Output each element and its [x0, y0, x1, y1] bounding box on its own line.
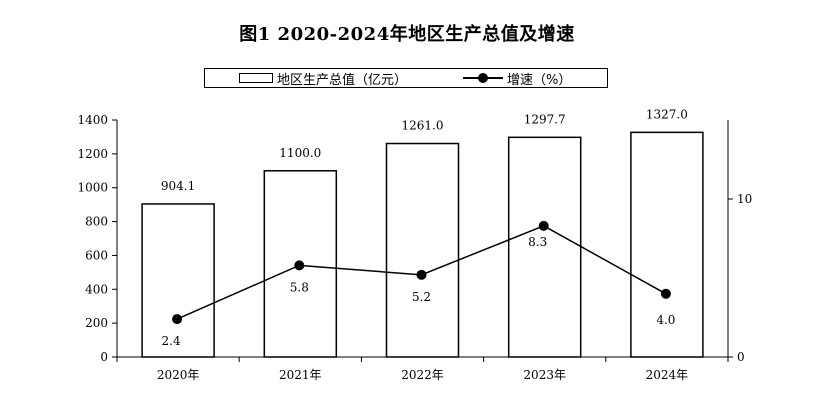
- chart-title: 图1 2020-2024年地区生产总值及增速: [239, 24, 575, 45]
- labels-group: 904.1 1100.0 1261.0 1297.7 1327.0 2.4 5.8 5.2 8.…: [161, 107, 688, 348]
- line-value-label: 5.8: [290, 280, 309, 294]
- y-left-tick-label: 400: [85, 282, 108, 296]
- legend: 地区生产总值（亿元） 增速（%）: [204, 68, 608, 88]
- y-left-tick-label: 200: [85, 316, 108, 330]
- line-value-label: 8.3: [528, 235, 547, 249]
- bar: [507, 136, 582, 358]
- legend-bar-swatch: [239, 73, 273, 83]
- line-group: [172, 220, 671, 325]
- line-point: [416, 269, 427, 280]
- line-value-label: 2.4: [162, 334, 181, 348]
- bar-value-label: 904.1: [161, 179, 195, 193]
- y-left-tick-label: 0: [100, 350, 108, 364]
- y-left-tick-label: 800: [85, 215, 108, 229]
- x-tick-label: 2022年: [401, 368, 444, 382]
- bar: [385, 142, 460, 358]
- legend-label-gdp: 地区生产总值（亿元）: [277, 72, 408, 88]
- line-point: [538, 220, 549, 231]
- bar-value-label: 1297.7: [524, 112, 566, 126]
- y-left-tick-label: 1400: [77, 113, 108, 127]
- line-point: [660, 288, 671, 299]
- y-right-tick-label: 10: [737, 192, 752, 206]
- line-value-label: 4.0: [656, 313, 675, 327]
- y-left-tick-label: 1200: [77, 147, 108, 161]
- legend-item-growth: 增速（%）: [463, 69, 572, 88]
- legend-line-swatch: [463, 72, 503, 84]
- x-tick-label: 2024年: [646, 368, 689, 382]
- y-left-tick-label: 600: [85, 248, 108, 262]
- line-value-label: 5.2: [412, 290, 431, 304]
- bar: [141, 203, 215, 358]
- legend-item-gdp: 地区生产总值（亿元）: [239, 69, 408, 88]
- y-left-tick-label: 1000: [77, 181, 108, 195]
- x-tick-label: 2023年: [523, 368, 566, 382]
- bar-value-label: 1100.0: [279, 146, 321, 160]
- x-tick-label: 2020年: [157, 368, 200, 382]
- legend-label-growth: 增速（%）: [507, 72, 572, 88]
- line-point: [172, 314, 183, 325]
- bar-value-label: 1261.0: [402, 119, 444, 133]
- bar: [630, 131, 704, 358]
- bar-value-label: 1327.0: [646, 107, 688, 121]
- x-tick-label: 2021年: [279, 368, 322, 382]
- bars-group: [141, 131, 704, 358]
- y-right-tick-label: 0: [737, 350, 745, 364]
- line-point: [294, 260, 305, 271]
